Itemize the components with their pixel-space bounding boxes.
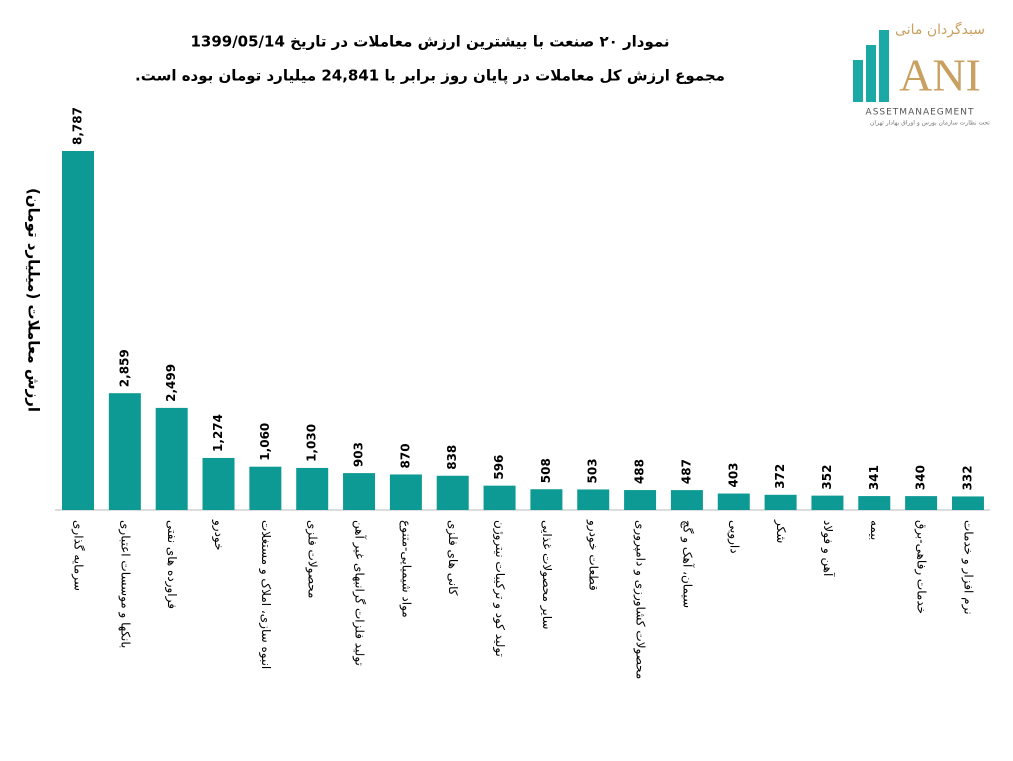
bar	[811, 495, 844, 510]
x-tick-label: قطعات خودرو	[586, 519, 601, 591]
value-label: 340	[914, 465, 928, 490]
y-axis-label: ارزش معاملات (میلیارد تومان)	[25, 188, 43, 412]
x-tick-label: سیمان، آهک و گچ	[679, 520, 695, 608]
value-label: 332	[960, 465, 974, 490]
value-label: 1,060	[258, 423, 272, 461]
bar	[155, 407, 188, 510]
value-label: 838	[445, 445, 459, 470]
x-tick-label: شکر	[773, 519, 788, 543]
value-label: 352	[820, 465, 834, 490]
bar	[624, 490, 657, 510]
x-tick-label: سرمایه گذاری	[71, 520, 86, 591]
logo-sub: ASSETMANAEGMENT	[866, 108, 975, 118]
x-tick-label: آهن و فولاد	[820, 520, 836, 577]
bar	[436, 475, 469, 510]
x-tick-label: انبوه سازی، املاک و مستغلات	[258, 520, 273, 669]
bar	[62, 151, 94, 510]
x-tick-label: خدمات رفاهی-برق	[914, 520, 929, 614]
bar	[764, 494, 797, 510]
x-tick-label: بانکها و موسسات اعتباری	[117, 520, 132, 648]
x-tick-label: دارویی	[726, 520, 741, 554]
bar	[951, 496, 984, 510]
logo: سبدگردان مانی ANI ASSETMANAEGMENT تحت نظ…	[853, 21, 990, 127]
bar	[670, 490, 703, 510]
x-tick-label: مواد شیمیایی-متنوع	[398, 520, 413, 618]
bar	[249, 466, 282, 510]
bar	[296, 467, 329, 510]
bar	[858, 496, 891, 510]
x-tick-label: نرم افزار و خدمات	[960, 520, 975, 615]
bar	[389, 474, 422, 510]
logo-name: سبدگردان مانی	[895, 21, 985, 38]
chart-subtitle: مجموع ارزش کل معاملات در پایان روز برابر…	[135, 67, 725, 86]
x-tick-label: کانی های فلزی	[445, 520, 460, 596]
bar	[108, 393, 141, 510]
x-tick-label: محصولات کشاورزی و دامپروری	[633, 520, 648, 679]
value-label: 508	[539, 458, 553, 483]
value-label: 2,859	[117, 349, 131, 387]
value-label: 341	[867, 465, 881, 490]
value-label: 1,030	[305, 424, 319, 462]
x-tick-label: تولید کود و ترکیبات نیتروژن	[492, 520, 507, 657]
bar	[530, 489, 563, 510]
x-tick-label: فراورده های نفتی	[164, 520, 179, 609]
bar	[343, 473, 376, 510]
value-label: 2,499	[164, 364, 178, 402]
bar	[905, 496, 938, 510]
x-tick-label: خودرو	[211, 519, 226, 551]
x-tick-label: محصولات فلزی	[305, 520, 320, 598]
value-label: 1,274	[211, 414, 225, 452]
bar	[202, 457, 235, 510]
bar	[577, 489, 610, 510]
value-label: 8,787	[71, 107, 85, 145]
chart-title: نمودار ۲۰ صنعت با بیشترین ارزش معاملات د…	[190, 33, 669, 51]
bar	[717, 493, 750, 510]
value-label: 503	[586, 458, 600, 483]
value-label: 903	[352, 442, 366, 467]
x-tick-label: سایر محصولات غذایی	[539, 520, 554, 629]
logo-note: تحت نظارت سازمان بورس و اوراق بهادار تهر…	[870, 120, 990, 127]
value-label: 870	[398, 443, 412, 468]
value-label: 596	[492, 455, 506, 480]
bar	[483, 485, 516, 510]
value-label: 488	[633, 459, 647, 484]
value-label: 372	[773, 464, 787, 489]
value-label: 403	[726, 462, 740, 487]
x-tick-label: تولید فلزات گرانبهای غیر آهن	[352, 520, 368, 666]
x-tick-label: بیمه	[868, 520, 882, 540]
value-label: 487	[679, 459, 693, 484]
logo-mark: ANI	[899, 50, 981, 101]
